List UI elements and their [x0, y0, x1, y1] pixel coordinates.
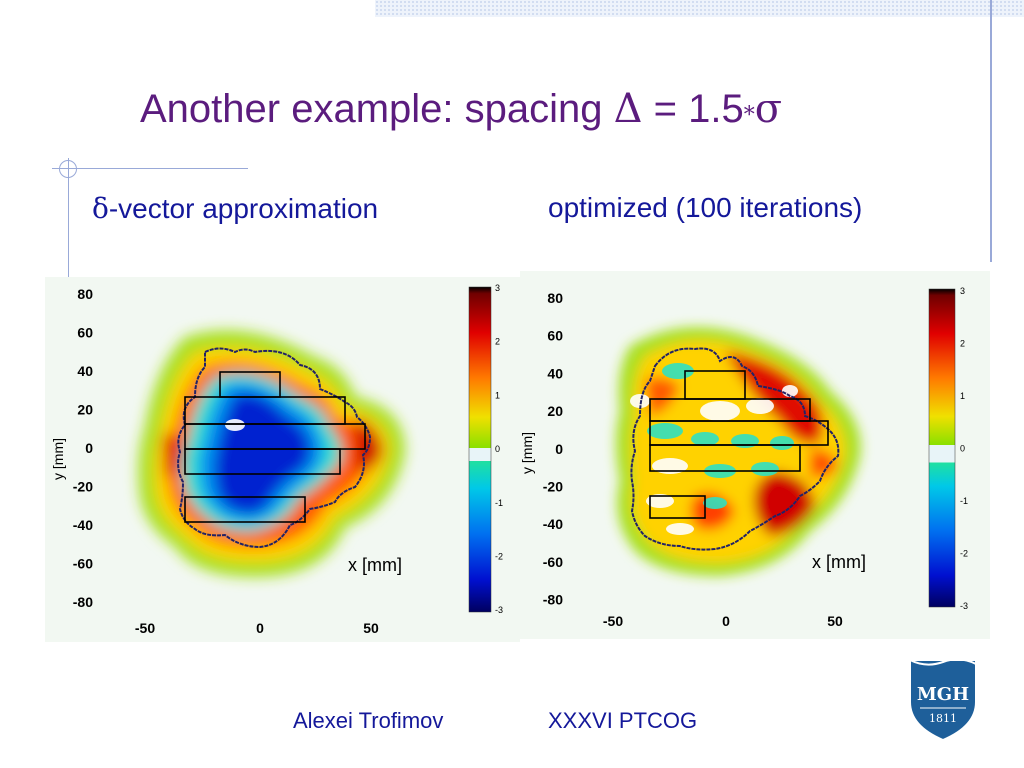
l-colorbar-tick: 1	[495, 390, 500, 400]
l-colorbar-tick: -2	[495, 552, 503, 562]
decorative-vertical-line-left	[68, 158, 69, 278]
r-y-tick: -20	[543, 479, 563, 495]
r-colorbar-tick: 1	[960, 391, 965, 401]
decorative-vertical-line	[990, 0, 992, 262]
l-y-tick: -20	[73, 479, 93, 495]
right-x-ticks: -50 0 50	[603, 613, 843, 629]
top-decorative-bar	[375, 0, 1024, 17]
logo-year: 1811	[929, 712, 957, 725]
r-y-tick: -80	[543, 592, 563, 608]
r-colorbar-tick: -3	[960, 601, 968, 611]
r-y-tick: -40	[543, 516, 563, 532]
l-colorbar-tick: -3	[495, 605, 503, 615]
left-colorbar	[468, 286, 492, 613]
l-colorbar-tick: 2	[495, 337, 500, 347]
r-x-tick: 0	[722, 613, 730, 629]
footer-event: XXXVI PTCOG	[548, 708, 698, 733]
l-y-tick: 80	[77, 286, 93, 302]
title-equals: = 1.5	[642, 87, 744, 131]
mgh-logo: MGH 1811	[906, 656, 980, 747]
l-colorbar-tick: -1	[495, 498, 503, 508]
left-plot: 80 60 40 20 0 -20 -40 -60 -80 -50 0 50 y [mm] x [m…	[45, 277, 520, 642]
l-y-tick: 60	[77, 325, 93, 341]
footer-author: Alexei Trofimov	[293, 708, 444, 733]
r-colorbar-tick: 2	[960, 339, 965, 349]
r-x-tick: -50	[603, 613, 623, 629]
decorative-circle	[59, 160, 77, 178]
left-colorbar-ticks: 3 2 1 0 -1 -2 -3	[495, 283, 503, 615]
right-colorbar	[928, 288, 956, 608]
left-dose-map	[138, 330, 405, 577]
r-y-tick: 40	[547, 365, 563, 381]
r-colorbar-tick: 0	[960, 444, 965, 454]
left-subtitle: δ-vector approximation	[92, 192, 378, 225]
r-y-tick: 80	[547, 290, 563, 306]
l-x-tick: 50	[363, 620, 379, 636]
left-x-axis-label: x [mm]	[348, 555, 402, 575]
left-x-ticks: -50 0 50	[135, 620, 379, 636]
l-y-tick: 0	[85, 440, 93, 456]
l-x-tick: -50	[135, 620, 155, 636]
decorative-horizontal-line	[52, 168, 248, 169]
r-colorbar-tick: -1	[960, 496, 968, 506]
r-y-tick: 60	[547, 328, 563, 344]
r-y-tick: -60	[543, 554, 563, 570]
l-colorbar-tick: 3	[495, 283, 500, 293]
title-delta: Δ	[613, 86, 643, 132]
left-subtitle-symbol: δ	[92, 192, 109, 225]
r-y-tick: 20	[547, 403, 563, 419]
r-colorbar-tick: -2	[960, 549, 968, 559]
right-y-axis-label: y [mm]	[520, 432, 535, 474]
l-y-tick: -80	[73, 594, 93, 610]
left-y-ticks: 80 60 40 20 0 -20 -40 -60 -80	[73, 286, 93, 610]
left-subtitle-text: -vector approximation	[108, 193, 379, 224]
r-y-tick: 0	[555, 441, 563, 457]
title-text: Another example: spacing	[140, 87, 614, 131]
l-colorbar-tick: 0	[495, 444, 500, 454]
r-colorbar-tick: 3	[960, 286, 965, 296]
r-x-tick: 50	[827, 613, 843, 629]
l-y-tick: 40	[77, 363, 93, 379]
right-spots	[630, 363, 798, 535]
l-x-tick: 0	[256, 620, 264, 636]
l-y-tick: -40	[73, 517, 93, 533]
title-star: *	[743, 103, 755, 128]
right-subtitle: optimized (100 iterations)	[548, 192, 863, 223]
title-sigma: σ	[754, 86, 783, 132]
right-x-axis-label: x [mm]	[812, 552, 866, 572]
right-plot: 80 60 40 20 0 -20 -40 -60 -80 -50 0 50 y [mm] x [m…	[520, 271, 990, 639]
l-y-tick: -60	[73, 556, 93, 572]
logo-text: MGH	[917, 684, 969, 705]
slide-title: Another example: spacing Δ = 1.5*σ	[140, 86, 782, 132]
l-y-tick: 20	[77, 402, 93, 418]
right-colorbar-ticks: 3 2 1 0 -1 -2 -3	[960, 286, 968, 611]
left-y-axis-label: y [mm]	[50, 438, 66, 480]
right-y-ticks: 80 60 40 20 0 -20 -40 -60 -80	[543, 290, 563, 608]
